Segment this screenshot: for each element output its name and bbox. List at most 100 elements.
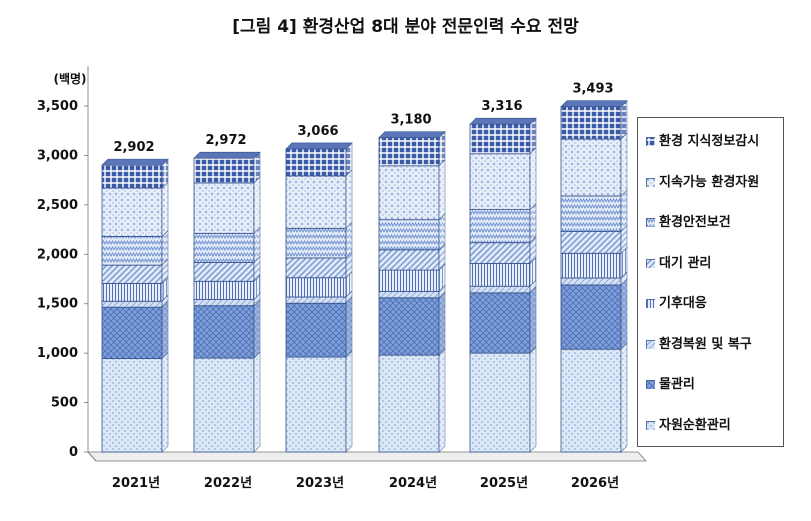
bar-segment bbox=[285, 257, 347, 279]
chart-title: [그림 4] 환경산업 8대 분야 전문인력 수요 전망 bbox=[232, 17, 579, 37]
y-tick-label: 0 bbox=[69, 445, 78, 460]
bar-segment bbox=[560, 348, 622, 453]
y-tick-label: 3,500 bbox=[37, 99, 78, 114]
bar-segment bbox=[101, 236, 163, 266]
chart-legend: 환경 지식정보감시 지속가능 환경자원 환경안전보건 대기 관리 기후대응 환경복원 및 … bbox=[637, 117, 784, 447]
bar-segment bbox=[193, 280, 255, 300]
bar-segment-side bbox=[161, 181, 169, 238]
bar-segment bbox=[469, 285, 531, 294]
bar-segment bbox=[378, 290, 440, 299]
legend-swatch bbox=[646, 177, 655, 187]
bar-segment-side bbox=[345, 169, 353, 230]
bar-segment bbox=[469, 352, 531, 453]
bar-segment-side bbox=[161, 351, 169, 453]
bar-segment bbox=[560, 231, 622, 254]
bar-segment bbox=[560, 277, 622, 286]
x-tick-label: 2026년 bbox=[571, 476, 619, 491]
y-tick-label: 500 bbox=[51, 396, 78, 411]
legend-label: 환경안전보건 bbox=[659, 215, 731, 230]
bar-segment-side bbox=[438, 348, 446, 453]
bar-segment bbox=[469, 242, 531, 264]
legend-item: 기후대응 bbox=[646, 292, 707, 311]
y-axis-depth-line bbox=[87, 451, 97, 462]
bar-segment bbox=[101, 264, 163, 284]
bar-segment-side bbox=[529, 286, 537, 354]
legend-label: 지속가능 환경자원 bbox=[659, 174, 760, 190]
bar-segment bbox=[285, 302, 347, 358]
bar-segment bbox=[469, 123, 531, 155]
bar-segment-side bbox=[620, 189, 628, 233]
bar-segment bbox=[101, 300, 163, 308]
bar-segment bbox=[193, 299, 255, 307]
x-tick-label: 2025년 bbox=[480, 476, 528, 491]
bar-segment-side bbox=[620, 278, 628, 350]
chart-floor bbox=[87, 451, 647, 462]
bar-segment bbox=[193, 232, 255, 263]
bar-total-label: 2,902 bbox=[113, 140, 154, 155]
legend-label: 기후대응 bbox=[659, 296, 707, 311]
bar-segment bbox=[469, 263, 531, 287]
y-tick-label: 2,000 bbox=[37, 247, 78, 262]
bar-segment bbox=[101, 164, 163, 189]
bar-segment bbox=[193, 357, 255, 453]
bar-segment-side bbox=[438, 291, 446, 356]
bar-segment-side bbox=[529, 346, 537, 453]
bar-segment bbox=[560, 252, 622, 279]
bar-segment-side bbox=[253, 351, 261, 453]
bar-top-face bbox=[285, 142, 353, 150]
bar-segment bbox=[378, 269, 440, 292]
bar-segment bbox=[285, 277, 347, 298]
legend-label: 환경복원 및 복구 bbox=[659, 336, 752, 352]
bar-segment bbox=[378, 249, 440, 271]
bar-top-face bbox=[101, 158, 169, 166]
bar-segment bbox=[285, 356, 347, 453]
bar-segment-side bbox=[620, 132, 628, 197]
bar-segment bbox=[193, 305, 255, 359]
legend-swatch bbox=[646, 299, 655, 308]
bar-total-label: 2,972 bbox=[205, 133, 246, 148]
bar-segment bbox=[193, 157, 255, 184]
legend-label: 자원순환관리 bbox=[659, 417, 731, 433]
legend-swatch bbox=[646, 380, 655, 389]
bar-segment bbox=[378, 297, 440, 356]
bar-total-label: 3,066 bbox=[297, 124, 338, 139]
legend-item: 지속가능 환경자원 bbox=[646, 171, 760, 190]
bar-segment bbox=[285, 148, 347, 177]
bar-segment bbox=[560, 284, 622, 350]
y-tick-label: 1,500 bbox=[37, 297, 78, 312]
legend-item: 환경복원 및 복구 bbox=[646, 333, 752, 352]
bar-segment bbox=[378, 354, 440, 453]
bar-segment bbox=[101, 187, 163, 237]
x-tick-label: 2021년 bbox=[112, 476, 160, 491]
legend-label: 대기 관리 bbox=[659, 255, 712, 271]
bar-top-face bbox=[193, 151, 261, 159]
bar-segment bbox=[560, 195, 622, 232]
bar-segment-side bbox=[529, 147, 537, 211]
legend-swatch bbox=[646, 339, 655, 349]
bar-top-face bbox=[378, 131, 446, 138]
bar-segment bbox=[378, 219, 440, 251]
bar-segment-side bbox=[345, 296, 353, 358]
bar-segment-side bbox=[438, 159, 446, 221]
bar-segment bbox=[378, 137, 440, 167]
x-tick-label: 2023년 bbox=[296, 476, 344, 491]
bar-segment bbox=[560, 138, 622, 197]
bar-segment-side bbox=[253, 298, 261, 359]
bar-segment bbox=[469, 153, 531, 211]
bar-segment-side bbox=[529, 202, 537, 244]
bar-segment bbox=[378, 165, 440, 221]
legend-item: 물관리 bbox=[646, 373, 695, 392]
legend-swatch bbox=[646, 218, 655, 227]
legend-swatch bbox=[646, 420, 655, 430]
bar-segment bbox=[560, 106, 622, 140]
y-tick-label: 1,000 bbox=[37, 346, 78, 361]
bar-total-label: 3,180 bbox=[390, 113, 431, 128]
bar-segment-side bbox=[620, 99, 628, 140]
legend-swatch bbox=[646, 258, 655, 268]
bar-top-face bbox=[469, 117, 537, 125]
x-tick-label: 2022년 bbox=[204, 476, 252, 491]
x-tick-label: 2024년 bbox=[389, 476, 437, 491]
legend-item: 자원순환관리 bbox=[646, 414, 731, 433]
bar-total-label: 3,493 bbox=[572, 82, 613, 97]
